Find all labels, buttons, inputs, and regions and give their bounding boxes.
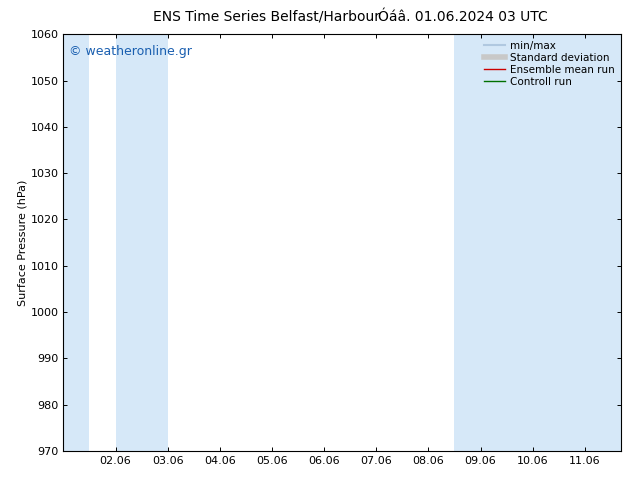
Text: © weatheronline.gr: © weatheronline.gr [69, 45, 192, 58]
Y-axis label: Surface Pressure (hPa): Surface Pressure (hPa) [18, 179, 28, 306]
Bar [455, 34, 507, 451]
Bar [63, 34, 89, 451]
Text: Óáâ. 01.06.2024 03 UTC: Óáâ. 01.06.2024 03 UTC [378, 10, 548, 24]
Bar [115, 34, 167, 451]
Bar [507, 34, 559, 451]
Bar [559, 34, 621, 451]
Text: ENS Time Series Belfast/Harbour: ENS Time Series Belfast/Harbour [153, 10, 380, 24]
Legend: min/max, Standard deviation, Ensemble mean run, Controll run: min/max, Standard deviation, Ensemble me… [480, 36, 619, 91]
